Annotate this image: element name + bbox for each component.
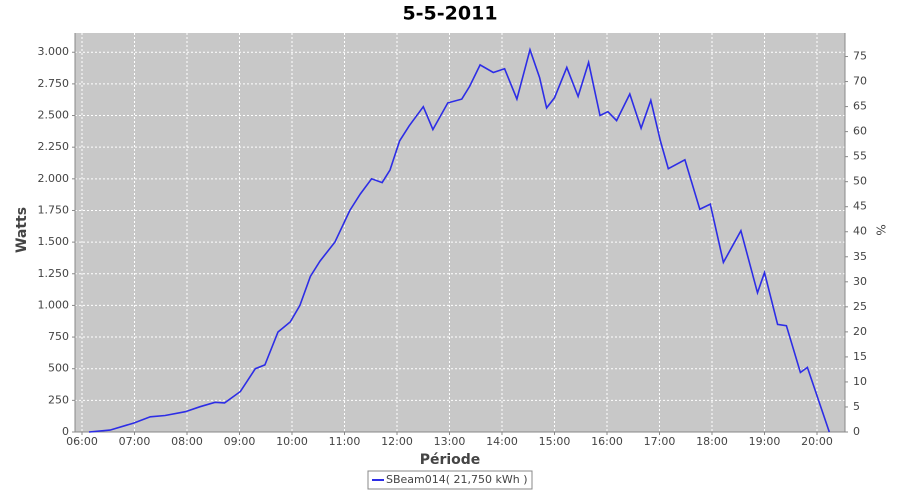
y2-tick-label: 5 <box>853 400 860 413</box>
y-tick-label: 1.000 <box>38 298 70 311</box>
legend-label: SBeam014( 21,750 kWh ) <box>386 473 528 486</box>
y-tick-label: 2.500 <box>38 109 70 122</box>
y-tick-label: 2.750 <box>38 77 70 90</box>
x-tick-label: 18:00 <box>696 435 728 448</box>
y-tick-label: 1.500 <box>38 235 70 248</box>
x-tick-label: 11:00 <box>329 435 361 448</box>
y-tick-label: 2.000 <box>38 172 70 185</box>
x-tick-label: 17:00 <box>644 435 676 448</box>
y2-tick-label: 75 <box>853 50 867 63</box>
y-tick-label: 3.000 <box>38 45 70 58</box>
y-tick-label: 1.750 <box>38 203 70 216</box>
x-tick-label: 08:00 <box>171 435 203 448</box>
y-tick-label: 500 <box>48 362 69 375</box>
data-line <box>88 46 831 433</box>
y2-tick-label: 35 <box>853 250 867 263</box>
y-tick-label: 0 <box>62 425 69 438</box>
y-axis-label: Watts <box>14 207 30 253</box>
chart-title: 5-5-2011 <box>402 3 497 25</box>
x-axis-label: Période <box>420 452 481 468</box>
y2-tick-label: 55 <box>853 150 867 163</box>
x-tick-label: 14:00 <box>486 435 518 448</box>
y2-tick-label: 10 <box>853 375 867 388</box>
y-tick-label: 750 <box>48 330 69 343</box>
y-tick-label: 1.250 <box>38 267 70 280</box>
y2-tick-label: 25 <box>853 300 867 313</box>
x-tick-label: 12:00 <box>381 435 413 448</box>
y2-tick-label: 45 <box>853 200 867 213</box>
y2-axis-label: % <box>874 224 888 235</box>
plot-area <box>75 33 845 432</box>
y2-tick-label: 20 <box>853 325 867 338</box>
x-tick-label: 10:00 <box>276 435 308 448</box>
y2-tick-label: 0 <box>853 425 860 438</box>
x-tick-label: 06:00 <box>66 435 98 448</box>
x-tick-label: 16:00 <box>591 435 623 448</box>
x-tick-label: 07:00 <box>119 435 151 448</box>
y2-tick-label: 60 <box>853 125 867 138</box>
y2-tick-label: 15 <box>853 350 867 363</box>
y-tick-label: 2.250 <box>38 140 70 153</box>
x-tick-label: 20:00 <box>801 435 833 448</box>
y2-tick-label: 50 <box>853 175 867 188</box>
legend-box <box>367 470 533 490</box>
x-tick-label: 09:00 <box>224 435 256 448</box>
y2-tick-label: 30 <box>853 275 867 288</box>
y2-tick-label: 65 <box>853 100 867 113</box>
x-tick-label: 13:00 <box>434 435 466 448</box>
x-tick-label: 15:00 <box>539 435 571 448</box>
y2-tick-label: 70 <box>853 75 867 88</box>
x-tick-label: 19:00 <box>749 435 781 448</box>
y2-tick-label: 40 <box>853 225 867 238</box>
y-tick-label: 250 <box>48 393 69 406</box>
